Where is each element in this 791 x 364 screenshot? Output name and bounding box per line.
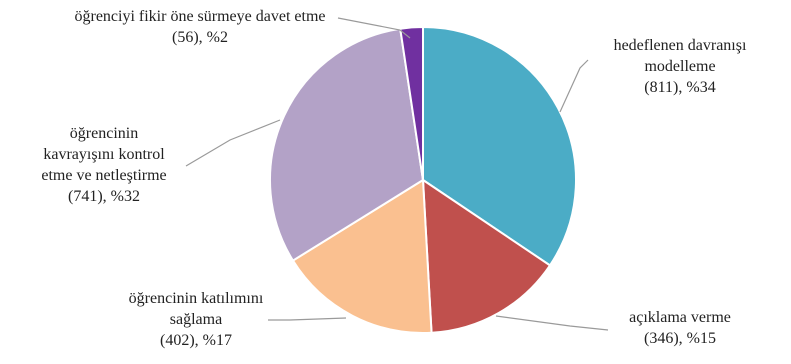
leader-line <box>268 317 347 321</box>
leader-line <box>337 17 411 39</box>
slice-labels: hedeflenen davranışı modelleme (811), %34 a… <box>41 8 747 349</box>
slice-label: hedeflenen davranışı modelleme (811), %34 <box>614 37 747 96</box>
slice-label-line: öğrenciyi fikir öne sürmeye davet etme <box>74 8 325 25</box>
slice-label-line: etme ve netleştirme <box>41 167 166 184</box>
slice-label: öğrencinin kavrayışını kontrol etme ve net… <box>41 125 166 205</box>
slice-label-line: modelleme <box>644 58 715 75</box>
slice-label-line: (346), %15 <box>644 330 716 347</box>
slice-label-line: kavrayışını kontrol <box>43 146 165 163</box>
pie-slice <box>269 27 425 262</box>
pie-slice <box>421 178 552 334</box>
leader-lines <box>185 17 609 331</box>
slice-label-line: açıklama verme <box>629 309 731 326</box>
leader-line <box>185 119 281 167</box>
leader-line <box>495 315 609 331</box>
slice-label-line: sağlama <box>170 311 222 328</box>
slice-label-line: hedeflenen davranışı <box>614 37 747 54</box>
leader-line <box>559 59 589 113</box>
slice-label-line: (741), %32 <box>68 188 140 205</box>
slice-label-line: öğrencinin katılımını <box>129 290 264 307</box>
slice-label-line: (811), %34 <box>644 79 715 96</box>
pie-slice <box>422 25 577 267</box>
slice-label-line: (56), %2 <box>172 29 228 46</box>
slice-label-line: öğrencinin <box>70 125 138 142</box>
pie-slices <box>269 25 577 334</box>
pie-slice <box>291 178 433 334</box>
pie-slice <box>399 25 424 181</box>
slice-label: öğrenciyi fikir öne sürmeye davet etme (5… <box>74 8 325 46</box>
slice-label: açıklama verme (346), %15 <box>629 309 731 347</box>
slice-label: öğrencinin katılımını sağlama (402), %17 <box>129 290 264 349</box>
slice-label-line: (402), %17 <box>160 332 232 349</box>
